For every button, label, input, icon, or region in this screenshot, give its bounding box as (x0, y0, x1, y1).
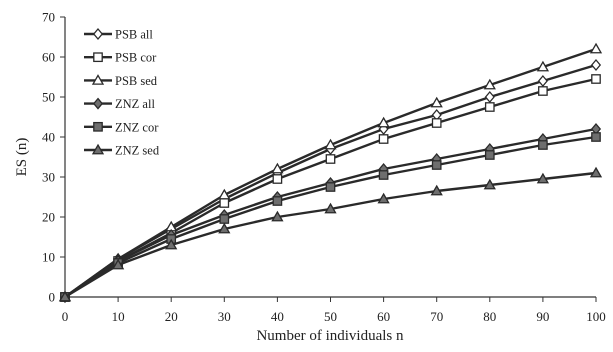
data-point (165, 238, 178, 250)
x-tick-label: 90 (536, 309, 549, 324)
data-point (325, 154, 336, 164)
x-axis-label: Number of individuals n (256, 328, 404, 344)
data-point (483, 178, 496, 190)
legend-item: PSB all (84, 28, 153, 42)
x-tick-label: 80 (483, 309, 496, 324)
data-point (484, 150, 495, 160)
data-point (272, 174, 283, 184)
data-point (377, 192, 390, 204)
legend-label: ZNZ sed (115, 144, 160, 158)
legend-item: ZNZ cor (84, 120, 159, 134)
legend-item: PSB sed (84, 74, 158, 88)
data-point (271, 162, 284, 174)
y-tick-label: 30 (42, 170, 55, 185)
x-tick-label: 50 (324, 309, 337, 324)
x-tick-label: 10 (112, 309, 125, 324)
legend-label: PSB sed (115, 74, 158, 88)
y-tick-label: 60 (42, 50, 55, 65)
data-point (218, 188, 231, 200)
legend-marker (92, 97, 104, 110)
x-tick-label: 60 (377, 309, 390, 324)
legend-marker (91, 74, 105, 85)
data-point (483, 78, 496, 90)
axes: 0 10 20 30 40 50 60 70 0 10 20 30 40 50 60 70 80 90 100 (42, 10, 606, 325)
series-znz-sed (58, 166, 603, 302)
data-point (589, 42, 603, 54)
data-point (538, 86, 548, 96)
series-psb-sed (58, 42, 603, 302)
data-point (590, 58, 602, 72)
data-point (536, 60, 550, 72)
x-tick-label: 20 (165, 309, 178, 324)
y-tick-label: 20 (42, 210, 55, 225)
data-point (536, 172, 550, 184)
data-point (591, 74, 601, 84)
legend-marker (92, 27, 104, 41)
data-point (430, 96, 443, 108)
legend-item: PSB cor (84, 51, 157, 65)
legend-label: PSB cor (115, 51, 157, 65)
legend-label: ZNZ all (115, 97, 155, 111)
data-point (219, 198, 230, 208)
y-tick-label: 0 (49, 290, 56, 305)
data-point (431, 160, 442, 170)
y-tick-label: 70 (42, 10, 55, 25)
x-tick-label: 30 (218, 309, 231, 324)
data-point (272, 196, 283, 206)
series-znz-cor (60, 132, 601, 302)
x-tick-label: 70 (430, 309, 443, 324)
x-tick-label: 40 (271, 309, 284, 324)
data-point (377, 116, 390, 128)
data-point (324, 138, 337, 150)
data-point (484, 90, 495, 104)
legend-label: PSB all (115, 28, 153, 42)
y-tick-label: 10 (42, 250, 55, 265)
y-axis-label: ES (n) (14, 138, 30, 177)
data-point (591, 132, 601, 142)
data-point (58, 290, 72, 302)
data-point (378, 170, 389, 180)
data-point (324, 202, 337, 214)
data-point (537, 74, 548, 88)
data-point (589, 166, 603, 178)
legend-item: ZNZ sed (84, 144, 160, 158)
data-point (484, 102, 495, 112)
x-tick-label: 100 (586, 309, 606, 324)
y-tick-label: 40 (42, 130, 55, 145)
legend-marker (93, 121, 103, 132)
legend-marker (91, 143, 105, 155)
data-point (431, 118, 442, 128)
x-tick-label: 0 (62, 309, 69, 324)
data-point (271, 210, 284, 222)
series-layer (58, 42, 603, 304)
data-point (378, 134, 389, 144)
data-point (538, 140, 548, 150)
data-point (111, 258, 125, 270)
data-point (325, 182, 336, 192)
data-point (219, 214, 230, 224)
data-point (430, 184, 443, 196)
y-tick-label: 50 (42, 90, 55, 105)
legend: PSB all PSB cor PSB sed ZNZ all ZNZ cor ZNZ s… (84, 28, 160, 158)
legend-item: ZNZ all (84, 97, 155, 111)
legend-label: ZNZ cor (115, 120, 159, 134)
data-point (218, 222, 231, 234)
legend-marker (93, 52, 103, 63)
